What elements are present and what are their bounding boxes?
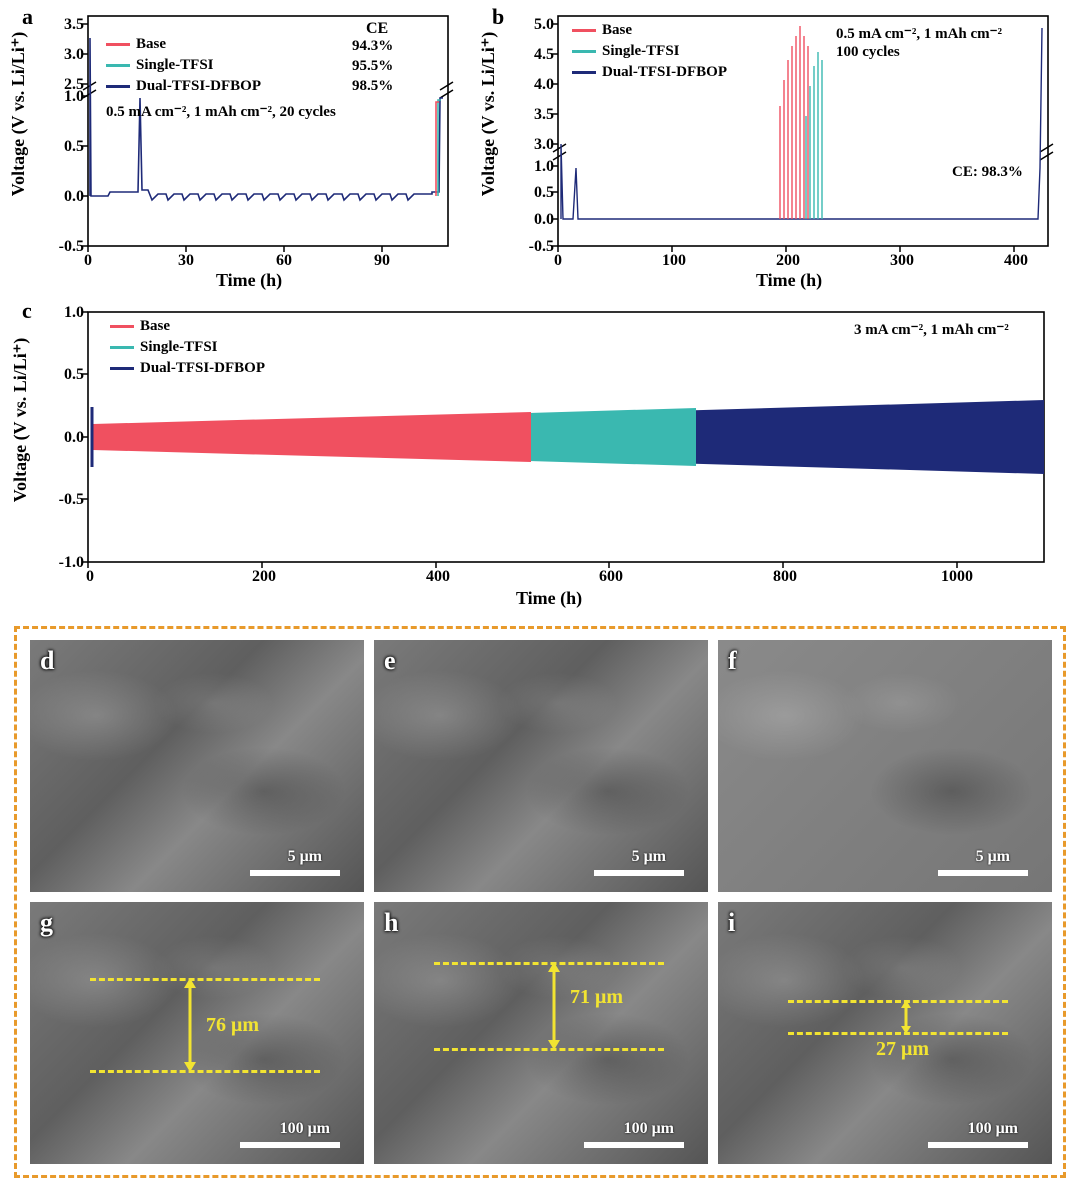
ytick: 4.5	[514, 46, 554, 64]
xtick-60: 60	[270, 252, 298, 270]
panel-c: c	[16, 300, 1064, 610]
ce-val-0: 94.3%	[352, 38, 393, 55]
sem-d-scale: 5 μm	[288, 848, 322, 866]
panel-a: a	[16, 6, 472, 286]
legend-single-b: Single-TFSI	[602, 43, 680, 60]
legend-single: Single-TFSI	[136, 57, 214, 74]
sem-f-scale: 5 μm	[976, 848, 1010, 866]
legend-dual-c: Dual-TFSI-DFBOP	[140, 360, 265, 377]
sem-f-label: f	[728, 646, 737, 676]
sem-g: g 76 μm 100 μm	[30, 902, 364, 1164]
legend-base-c: Base	[140, 318, 170, 335]
ytick: 0.5	[44, 366, 84, 384]
sem-d-scalebar	[250, 870, 340, 876]
sem-h: h 71 μm 100 μm	[374, 902, 708, 1164]
ytick: 3.5	[44, 16, 84, 34]
sem-i-arrow	[896, 1000, 916, 1034]
xtick: 300	[884, 252, 920, 270]
ytick: -1.0	[44, 554, 84, 572]
sem-i-thickness: 27 μm	[876, 1038, 929, 1061]
panel-b-cond2: 100 cycles	[836, 44, 900, 61]
xtick: 600	[593, 568, 629, 586]
sem-g-label: g	[40, 908, 53, 938]
ytick: 3.5	[514, 106, 554, 124]
panel-a-label: a	[22, 4, 33, 30]
xtick: 100	[656, 252, 692, 270]
ytick: 1.0	[514, 158, 554, 176]
ytick: 3.0	[44, 46, 84, 64]
sem-h-scale: 100 μm	[624, 1120, 674, 1138]
panel-b: b	[486, 6, 1068, 286]
panel-a-ylabel: Voltage (V vs. Li/Li⁺)	[8, 4, 29, 224]
sem-h-label: h	[384, 908, 398, 938]
xtick-30: 30	[172, 252, 200, 270]
sem-i-scalebar	[928, 1142, 1028, 1148]
ytick: 0.0	[514, 211, 554, 229]
sem-d: d 5 μm	[30, 640, 364, 892]
sem-g-scale: 100 μm	[280, 1120, 330, 1138]
xtick-90: 90	[368, 252, 396, 270]
ytick: 0.0	[44, 429, 84, 447]
sem-e-label: e	[384, 646, 396, 676]
panel-c-xlabel: Time (h)	[516, 588, 582, 609]
legend-base: Base	[136, 36, 166, 53]
xtick: 1000	[934, 568, 980, 586]
panel-c-legend: Base Single-TFSI Dual-TFSI-DFBOP	[110, 318, 265, 381]
panel-b-label: b	[492, 4, 504, 30]
ce-val-1: 95.5%	[352, 58, 393, 75]
sem-h-scalebar	[584, 1142, 684, 1148]
panel-b-cond1: 0.5 mA cm⁻², 1 mAh cm⁻²	[836, 24, 1002, 43]
ytick: 0.5	[44, 138, 84, 156]
legend-dual-b: Dual-TFSI-DFBOP	[602, 64, 727, 81]
sem-g-dash-top	[90, 978, 320, 981]
ytick: -0.5	[44, 238, 84, 256]
sem-h-arrow	[544, 962, 564, 1050]
legend-base-b: Base	[602, 22, 632, 39]
ytick: 2.5	[44, 76, 84, 94]
panel-b-ce: CE: 98.3%	[952, 164, 1023, 181]
ytick: 0.5	[514, 184, 554, 202]
sem-f-scalebar	[938, 870, 1028, 876]
ytick: 1.0	[44, 304, 84, 322]
legend-single-c: Single-TFSI	[140, 339, 218, 356]
sem-e-scalebar	[594, 870, 684, 876]
sem-h-thickness: 71 μm	[570, 986, 623, 1009]
panel-b-legend: Base Single-TFSI Dual-TFSI-DFBOP	[572, 22, 727, 85]
panel-a-xlabel: Time (h)	[216, 270, 282, 291]
xtick: 200	[770, 252, 806, 270]
ytick: 3.0	[514, 136, 554, 154]
legend-dual: Dual-TFSI-DFBOP	[136, 78, 261, 95]
sem-e: e 5 μm	[374, 640, 708, 892]
sem-g-arrow	[180, 978, 200, 1072]
panel-c-label: c	[22, 298, 32, 324]
sem-d-label: d	[40, 646, 54, 676]
sem-i-label: i	[728, 908, 735, 938]
sem-i-scale: 100 μm	[968, 1120, 1018, 1138]
ytick: -0.5	[514, 238, 554, 256]
panel-b-ylabel: Voltage (V vs. Li/Li⁺)	[478, 4, 499, 224]
sem-g-thickness: 76 μm	[206, 1014, 259, 1037]
panel-b-xlabel: Time (h)	[756, 270, 822, 291]
xtick: 400	[998, 252, 1034, 270]
panel-c-conditions: 3 mA cm⁻², 1 mAh cm⁻²	[854, 320, 1009, 339]
sem-g-scalebar	[240, 1142, 340, 1148]
xtick: 200	[246, 568, 282, 586]
ytick: 5.0	[514, 16, 554, 34]
ytick: 4.0	[514, 76, 554, 94]
panel-a-legend: Base Single-TFSI Dual-TFSI-DFBOP	[106, 36, 261, 99]
panel-a-conditions: 0.5 mA cm⁻², 1 mAh cm⁻², 20 cycles	[106, 102, 336, 121]
sem-i: i 27 μm 100 μm	[718, 902, 1052, 1164]
ytick: 0.0	[44, 188, 84, 206]
sem-f: f 5 μm	[718, 640, 1052, 892]
sem-e-scale: 5 μm	[632, 848, 666, 866]
panel-c-ylabel: Voltage (V vs. Li/Li⁺)	[10, 300, 31, 540]
xtick: 400	[420, 568, 456, 586]
ce-val-2: 98.5%	[352, 78, 393, 95]
xtick: 800	[767, 568, 803, 586]
ytick: -0.5	[44, 491, 84, 509]
ce-header: CE	[366, 20, 388, 38]
sem-g-dash-bot	[90, 1070, 320, 1073]
